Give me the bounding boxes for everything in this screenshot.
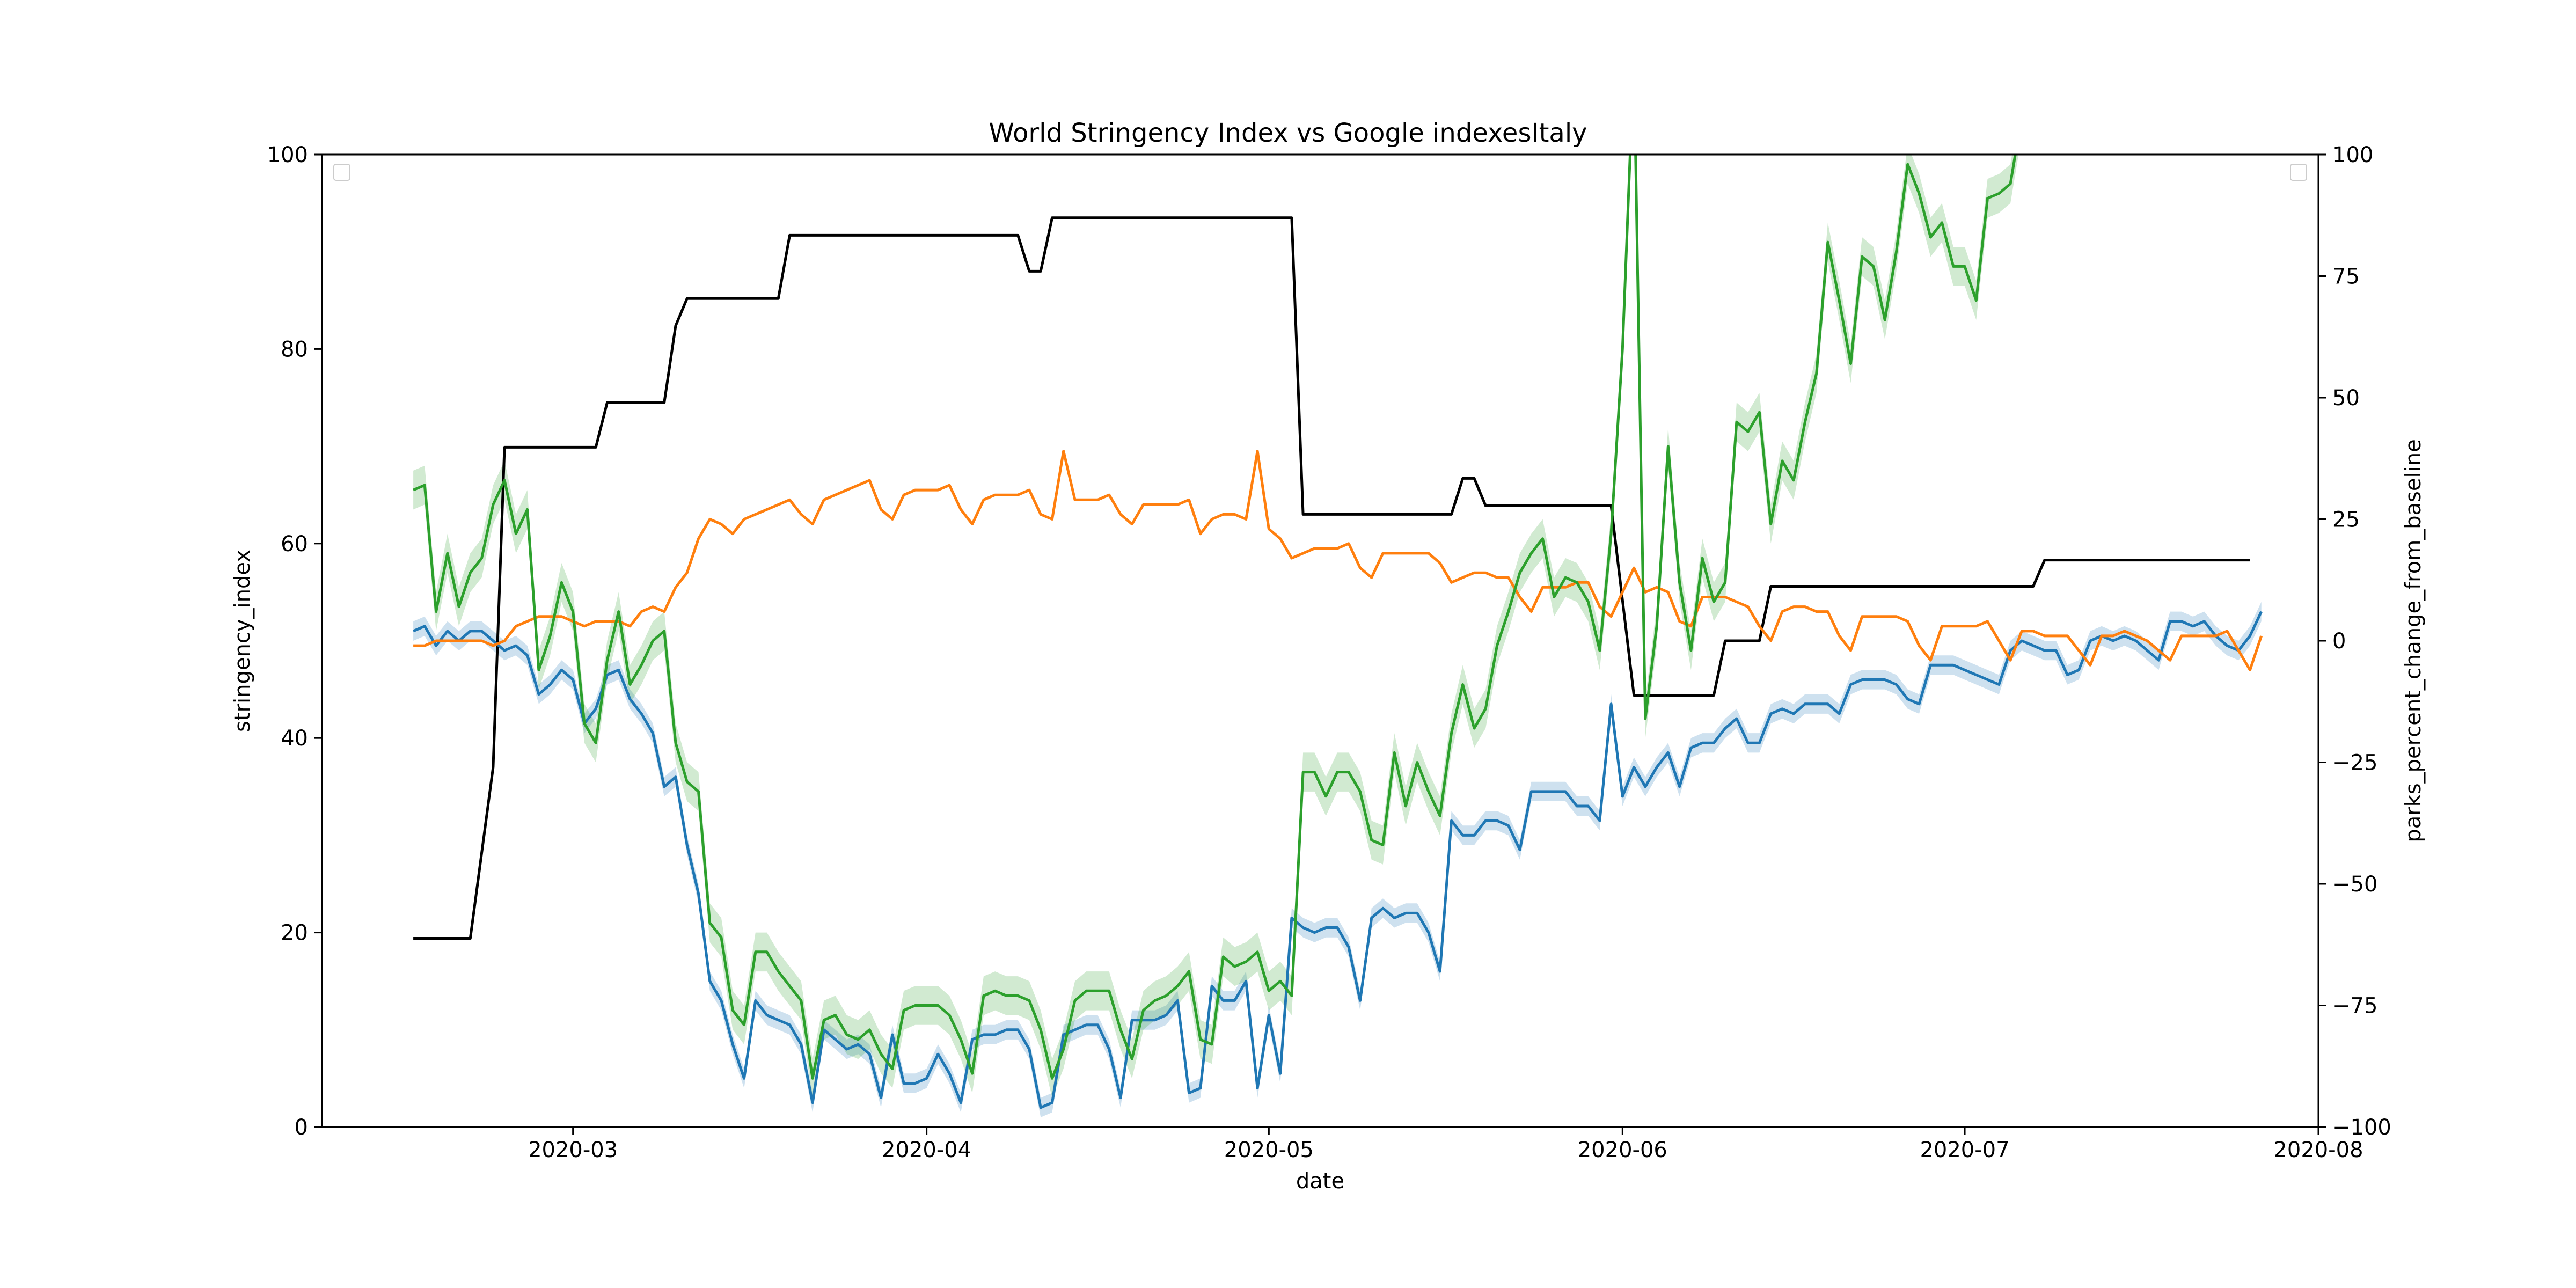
x-tick-label-5: 2020-08 [2273, 1138, 2363, 1162]
legend-left [333, 164, 350, 181]
y2-tick-label-2: −50 [2332, 872, 2377, 897]
chart-title: World Stringency Index vs Google indexes… [989, 118, 1587, 148]
y2-tick-label-1: −75 [2332, 994, 2377, 1019]
y2-tick-label-0: −100 [2332, 1115, 2391, 1140]
series-lines [413, 155, 2263, 1109]
y-tick-label-4: 80 [281, 337, 308, 362]
x-tick-label-2: 2020-05 [1224, 1138, 1314, 1162]
series-2-line [413, 611, 2263, 1109]
y-tick-label-1: 20 [281, 921, 308, 946]
series-3-line [413, 450, 2263, 671]
y2-tick-label-6: 50 [2332, 386, 2360, 411]
series-4-line [413, 155, 2017, 1080]
x-tick-label-1: 2020-04 [882, 1138, 971, 1162]
y-axis-left: 0 20 40 60 80 100 [267, 143, 322, 1140]
y2-tick-label-8: 100 [2332, 143, 2373, 167]
y-axis-right: −100 −75 −50 −25 0 25 50 75 100 [2318, 143, 2391, 1140]
x-tick-label-4: 2020-07 [1920, 1138, 2009, 1162]
y2-tick-label-4: 0 [2332, 629, 2346, 654]
series-1-line [413, 216, 2250, 940]
legend-right [2290, 164, 2307, 181]
y-tick-label-3: 60 [281, 532, 308, 557]
y-tick-label-0: 0 [295, 1115, 308, 1140]
y2-tick-label-5: 25 [2332, 508, 2360, 532]
y2-tick-label-7: 75 [2332, 265, 2360, 289]
x-tick-label-3: 2020-06 [1578, 1138, 1667, 1162]
x-tick-label-0: 2020-03 [528, 1138, 618, 1162]
y-tick-label-5: 100 [267, 143, 308, 167]
x-axis-label: date [1296, 1169, 1344, 1194]
y-tick-label-2: 40 [281, 726, 308, 751]
y2-axis-label: parks_percent_change_from_baseline [2401, 439, 2426, 842]
y-axis-label: stringency_index [230, 550, 255, 732]
x-axis: 2020-03 2020-04 2020-05 2020-06 2020-07 2020-… [528, 1127, 2363, 1162]
y2-tick-label-3: −25 [2332, 751, 2377, 775]
